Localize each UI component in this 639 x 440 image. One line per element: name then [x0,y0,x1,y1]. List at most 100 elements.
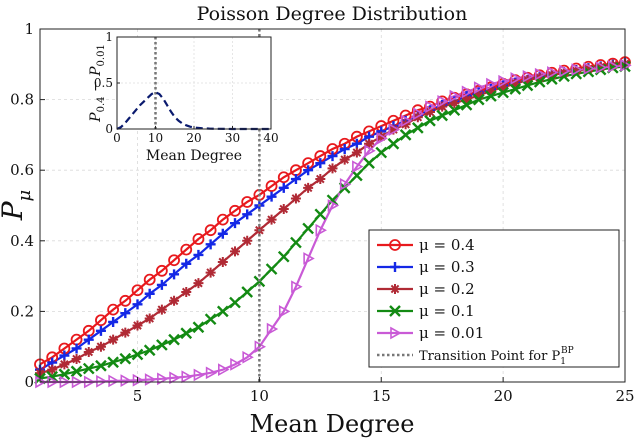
series-4-point-7 [120,374,132,387]
series-3-point-7 [119,352,132,365]
series-4-point-24 [327,199,340,212]
series-4-point-46 [595,61,608,74]
series-3-point-21 [290,236,302,249]
y-axis-label-sub: μ [14,190,35,202]
series-1-point-23 [315,158,326,169]
series-2-point-25 [339,154,350,165]
series-2-point-28 [376,131,387,142]
series-1-point-14 [205,239,216,250]
legend-label-2: μ = 0.2 [419,280,475,298]
legend-item-0: μ = 0.4 [377,236,475,254]
series-2-point-37 [485,86,496,97]
series-4-point-45 [583,62,596,75]
main-x-tick-label-4: 25 [615,387,634,405]
main-y-tick-label-1: 0.2 [10,302,34,320]
series-1-point-2 [59,350,70,361]
series-4-point-32 [425,100,437,114]
series-2-point-40 [522,75,533,86]
series-2-point-14 [205,267,216,278]
main-x-tick-label-2: 15 [372,387,391,405]
series-3-point-20 [277,250,290,263]
inset-x-tick-label-2: 20 [186,131,201,145]
series-1-point-3 [71,343,82,354]
series-4-point-12 [181,370,193,384]
series-4-point-33 [437,95,449,108]
series-2-point-45 [583,63,594,74]
series-4-point-37 [486,77,498,91]
legend-marker-3 [389,305,401,317]
series-4-point-41 [534,67,547,81]
series-1-point-10 [156,279,167,290]
series-0-point-12 [180,243,193,256]
series-2-point-24 [327,163,338,174]
series-2-point-21 [290,193,301,204]
legend-items: μ = 0.4 μ = 0.3 μ = 0.2 μ = 0.1 μ = 0.01 [377,236,484,342]
inset-x-tick-label-1: 10 [148,131,163,145]
series-3-point-37 [485,90,497,102]
inset-ylabel-mid: − [88,76,104,97]
series-3-point-36 [472,93,485,106]
legend-marker-2 [390,284,400,294]
series-1-point-22 [303,165,314,176]
legend-label-3: μ = 0.1 [419,302,475,320]
series-2-point-6 [108,334,119,345]
series-3-point-17 [241,286,254,298]
series-4-point-17 [242,350,254,364]
series-1-point-13 [193,249,204,260]
series-0-point-9 [143,273,156,286]
series-4-point-15 [218,363,230,377]
series-1-point-4 [83,334,94,345]
legend-item-3: μ = 0.1 [377,302,475,320]
series-4-point-21 [291,280,303,294]
legend-marker-1 [390,262,400,272]
series-1-point-6 [108,316,119,327]
series-2-point-4 [83,346,94,357]
series-0-point-6 [107,303,120,316]
series-3-point-10 [156,339,168,351]
series-3-point-23 [314,208,327,221]
x-axis-label: Mean Degree [250,410,415,438]
series-2-point-1 [47,364,58,375]
series-2-point-16 [230,246,240,257]
series-1-point-21 [290,174,301,185]
series-1-point-26 [351,138,362,149]
series-4-point-39 [510,72,522,85]
series-2-point-23 [315,174,326,185]
series-2-point-12 [181,286,192,297]
inset-x-tick-label-0: 0 [113,131,121,145]
main-y-tick-label-5: 1 [24,20,34,38]
legend-item-1: μ = 0.3 [377,258,475,276]
series-1-point-11 [169,269,180,280]
inset-axis-ticks: 0 10 20 30 40 0 0.5 1 [94,30,279,145]
series-2-point-33 [437,101,448,112]
series-0-point-10 [155,264,168,277]
series-3-point-14 [204,313,217,326]
series-3-point-32 [424,114,436,127]
series-0-point-17 [241,196,254,208]
series-3-point-15 [216,305,229,318]
series-3-point-38 [497,86,509,99]
series-4-point-31 [413,107,425,121]
legend-marker-4 [390,326,402,340]
svg-text:P0.4 − P0.01: P0.4 − P0.01 [88,44,107,123]
series-3-point-28 [375,146,388,159]
series-3-point-22 [302,222,314,235]
series-0-point-11 [168,254,180,267]
inset-ylabel-a: P [88,112,104,123]
inset-ylabel-a-sub: 0.4 [96,97,107,113]
series-4-point-22 [303,252,315,265]
series-2-point-29 [388,124,399,135]
series-3-point-6 [107,356,119,369]
series-2-point-10 [156,304,167,315]
inset-ylabel-b: P [88,66,104,77]
svg-text:Transition Point for P1BP: Transition Point for P1BP [419,346,574,367]
series-2-point-26 [351,147,362,158]
series-4-point-11 [169,371,181,385]
series-4-point-13 [193,368,206,382]
inset-x-axis-label: Mean Degree [146,148,242,164]
series-1-point-17 [242,209,253,220]
series-4-point-36 [473,81,486,94]
series-1-point-19 [266,191,277,202]
